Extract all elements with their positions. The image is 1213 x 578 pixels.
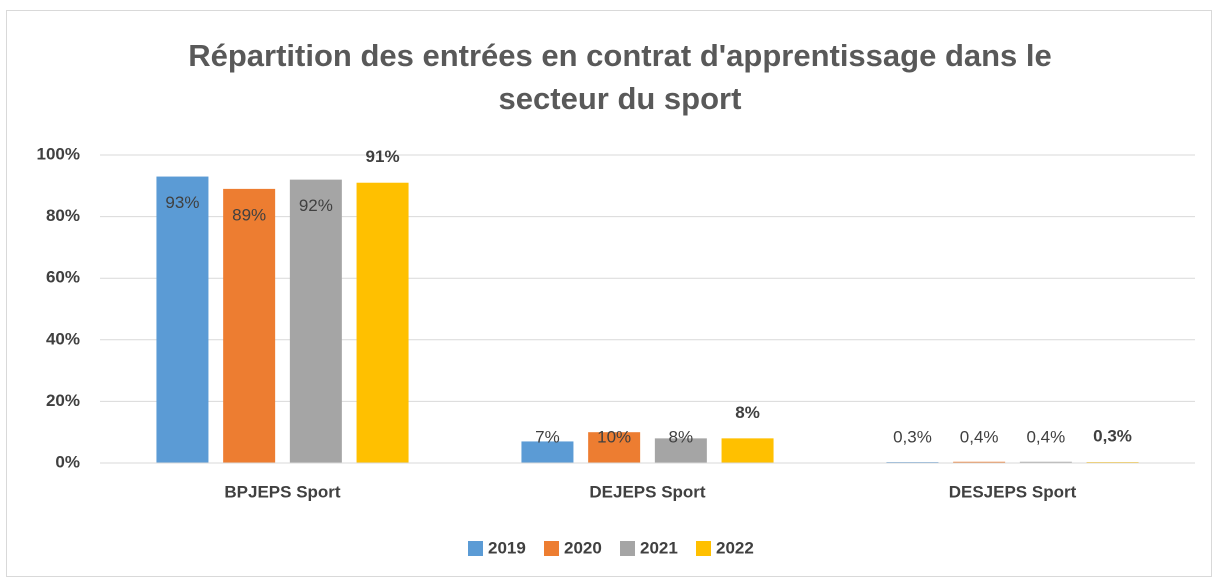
legend-swatch bbox=[620, 541, 635, 556]
x-tick-label: BPJEPS Sport bbox=[224, 482, 341, 501]
data-label: 91% bbox=[366, 147, 400, 166]
y-tick-label: 60% bbox=[46, 268, 80, 287]
legend-label: 2021 bbox=[640, 538, 678, 557]
data-label: 8% bbox=[735, 403, 760, 422]
bar bbox=[588, 432, 641, 463]
bar bbox=[953, 461, 1006, 463]
bar bbox=[521, 441, 574, 463]
data-label: 8% bbox=[669, 427, 694, 446]
legend-label: 2022 bbox=[716, 538, 754, 557]
y-tick-label: 0% bbox=[55, 452, 80, 471]
legend-label: 2020 bbox=[564, 538, 602, 557]
data-label: 0,4% bbox=[1026, 427, 1065, 446]
chart-title: Répartition des entrées en contrat d'app… bbox=[188, 38, 1052, 116]
data-label: 0,4% bbox=[960, 427, 999, 446]
bar bbox=[1019, 461, 1072, 463]
y-tick-label: 100% bbox=[37, 144, 80, 163]
y-tick-label: 80% bbox=[46, 206, 80, 225]
bar bbox=[654, 438, 707, 463]
bar bbox=[223, 188, 276, 463]
bar bbox=[721, 438, 774, 463]
data-label: 0,3% bbox=[893, 427, 932, 446]
x-tick-label: DEJEPS Sport bbox=[589, 482, 706, 501]
data-label: 0,3% bbox=[1093, 427, 1132, 446]
data-label: 7% bbox=[535, 427, 560, 446]
x-tick-label: DESJEPS Sport bbox=[949, 482, 1077, 501]
legend-swatch bbox=[468, 541, 483, 556]
data-label: 92% bbox=[299, 196, 333, 215]
bar bbox=[356, 182, 409, 463]
legend-swatch bbox=[696, 541, 711, 556]
y-tick-label: 40% bbox=[46, 329, 80, 348]
data-label: 93% bbox=[165, 193, 199, 212]
legend-label: 2019 bbox=[488, 538, 526, 557]
y-tick-label: 20% bbox=[46, 391, 80, 410]
bar bbox=[289, 179, 342, 463]
data-label: 89% bbox=[232, 205, 266, 224]
legend-swatch bbox=[544, 541, 559, 556]
bar bbox=[156, 176, 209, 463]
data-label: 10% bbox=[597, 427, 631, 446]
